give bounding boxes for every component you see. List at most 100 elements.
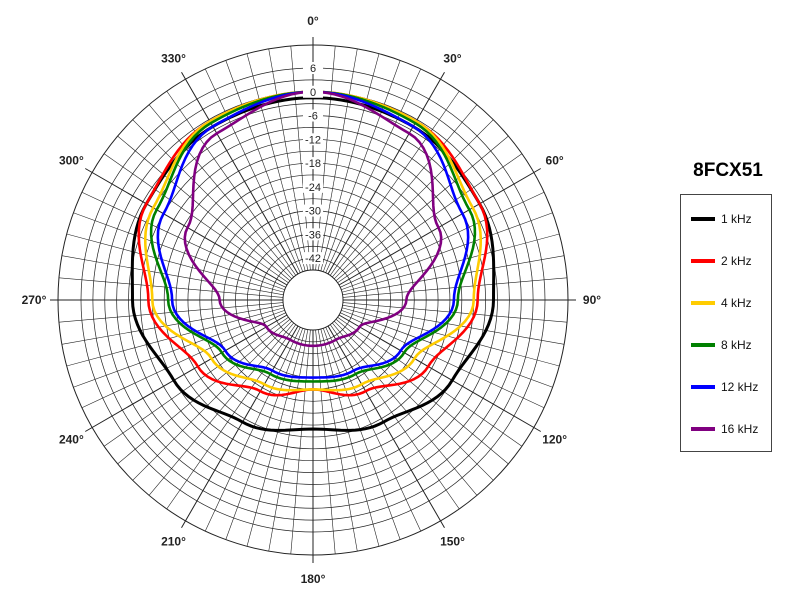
legend-item: 1 kHz — [691, 209, 752, 229]
grid-spoke — [341, 307, 560, 367]
legend-swatch-16khz — [691, 427, 715, 431]
legend-label: 16 kHz — [721, 422, 759, 436]
series-layer — [130, 90, 496, 432]
grid-spoke — [148, 104, 294, 278]
grid-spoke — [246, 53, 306, 272]
tick-label-bg — [303, 157, 323, 170]
angle-label: 300° — [59, 154, 84, 168]
grid-spoke — [66, 233, 285, 293]
grid-spoke — [66, 307, 285, 367]
legend-swatch-12khz — [691, 385, 715, 389]
grid-spoke — [225, 60, 304, 272]
grid-spoke — [166, 90, 297, 276]
grid-spoke — [117, 319, 291, 465]
tick-label-bg — [303, 228, 323, 241]
grid-spoke — [342, 304, 565, 345]
grid-spoke — [148, 322, 294, 496]
grid-spoke — [333, 119, 494, 280]
tick-label-bg — [303, 204, 323, 217]
grid-spoke — [341, 233, 560, 293]
grid-spoke — [268, 48, 309, 271]
grid-spoke — [322, 328, 401, 540]
tick-label-bg — [303, 252, 323, 265]
grid-spoke — [341, 309, 553, 388]
radial-tick-label: -30 — [305, 206, 321, 218]
series-line-12khz — [156, 90, 470, 379]
tick-label-bg — [303, 180, 323, 193]
radial-tick-label: -42 — [305, 253, 321, 265]
grid-spoke — [329, 90, 460, 276]
legend-item: 4 kHz — [691, 293, 752, 313]
angle-labels: 0° 30° 60° 90° 120° 150° 180° 210° 240° 270° 300° 3… — [22, 14, 602, 586]
radial-tick-label: -24 — [305, 182, 321, 194]
grid-spoke — [341, 212, 553, 291]
grid-spoke — [327, 71, 445, 275]
grid-spoke — [342, 255, 565, 296]
legend-label: 4 kHz — [721, 296, 752, 310]
legend-label: 1 kHz — [721, 212, 752, 226]
angle-label: 120° — [542, 433, 567, 447]
grid-spoke — [246, 328, 306, 547]
tick-label-bg — [303, 62, 323, 74]
grid-spoke — [320, 328, 380, 547]
legend-label: 2 kHz — [721, 254, 752, 268]
grid-spoke — [322, 60, 401, 272]
grid-spoke — [181, 71, 299, 275]
grid-spoke — [317, 329, 358, 552]
legend-swatch-1khz — [691, 217, 715, 221]
grid-spoke — [73, 212, 285, 291]
angle-label: 240° — [59, 433, 84, 447]
angle-label: 90° — [583, 293, 601, 307]
grid-spoke — [181, 325, 299, 529]
angle-label: 270° — [22, 293, 47, 307]
series-line-8khz — [149, 90, 477, 383]
grid-spoke — [337, 316, 523, 447]
grid-spoke — [332, 322, 478, 496]
grid-spoke — [268, 329, 309, 552]
legend-swatch-4khz — [691, 301, 715, 305]
grid-spoke — [81, 312, 286, 409]
grid-spoke — [132, 119, 293, 280]
grid-spoke — [332, 104, 478, 278]
grid-spoke — [61, 255, 284, 296]
grid-spoke — [317, 48, 358, 271]
grid-spoke — [337, 153, 523, 284]
grid-spoke — [225, 328, 304, 540]
angle-label: 150° — [440, 535, 465, 549]
grid-spoke — [327, 325, 445, 529]
angle-label: 60° — [546, 154, 564, 168]
tick-label-bg — [303, 109, 323, 122]
grid-spoke — [61, 304, 284, 345]
grid-spoke — [325, 327, 422, 532]
grid-spoke — [84, 314, 288, 432]
grid-spoke — [103, 153, 289, 284]
tick-label-bg — [303, 133, 323, 146]
grid-spoke — [204, 68, 301, 273]
angle-label: 0° — [307, 14, 319, 28]
radial-tick-label: 0 — [310, 87, 316, 99]
grid-spoke — [333, 320, 494, 481]
radial-tick-label: -18 — [305, 158, 321, 170]
chart-title: 8FCX51 — [693, 160, 763, 181]
legend-item: 16 kHz — [691, 419, 758, 439]
grid-spoke — [338, 314, 542, 432]
grid-spoke — [338, 168, 542, 286]
angle-label: 30° — [443, 51, 461, 65]
angle-label: 210° — [161, 535, 186, 549]
grid-spoke — [84, 168, 288, 286]
tick-label-bg — [303, 85, 323, 98]
grid-spoke — [340, 312, 545, 409]
angle-label: 180° — [301, 572, 326, 586]
radial-tick-label: 6 — [310, 63, 316, 75]
grid-spoke — [132, 320, 293, 481]
grid-spoke — [290, 329, 311, 555]
inner-circle — [282, 269, 344, 331]
radial-tick-labels: 6 0 -6 -12 -18 -24 -30 -36 -42 — [303, 62, 323, 265]
grid-spoke — [73, 309, 285, 388]
legend-label: 8 kHz — [721, 338, 752, 352]
legend-swatch-2khz — [691, 259, 715, 263]
angle-label: 330° — [161, 51, 186, 65]
grid-spoke — [335, 135, 509, 281]
grid-spoke — [204, 327, 301, 532]
legend-item: 12 kHz — [691, 377, 758, 397]
